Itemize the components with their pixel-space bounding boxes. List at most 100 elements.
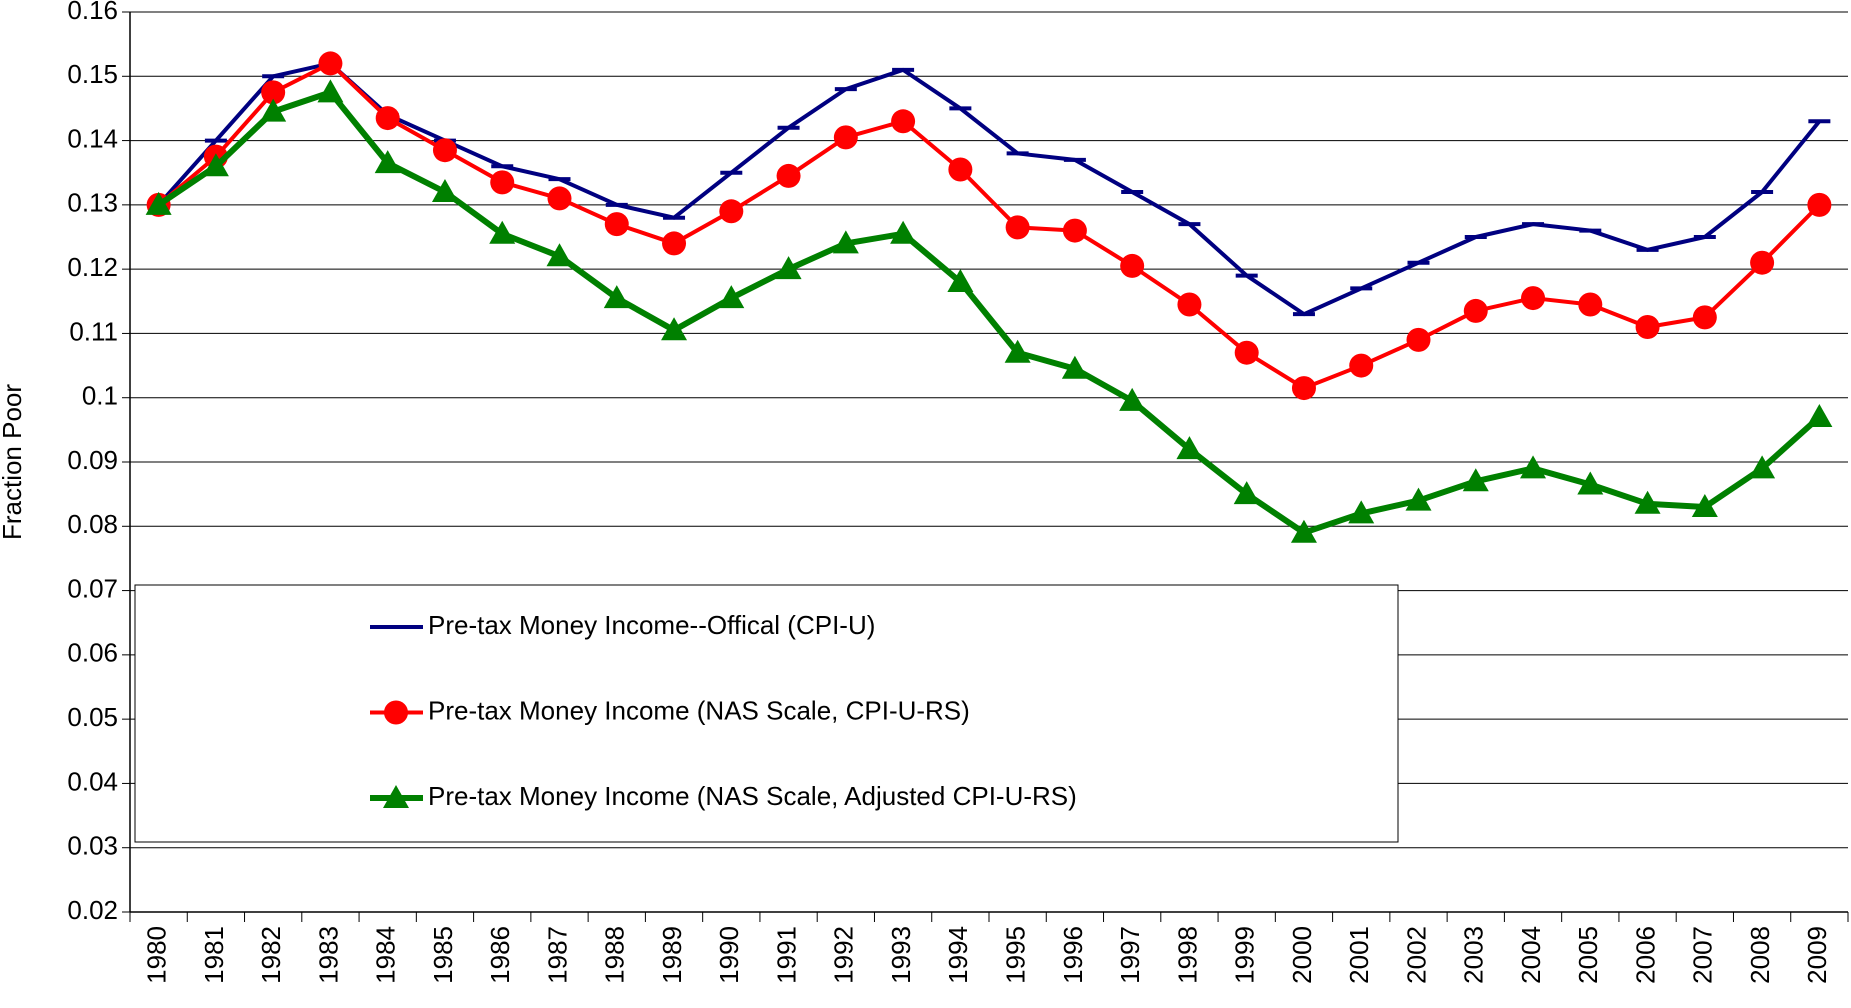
data-point [1691, 494, 1718, 517]
data-point [1061, 355, 1088, 379]
y-tick-label: 0.04 [67, 766, 118, 796]
series-line [157, 61, 1821, 317]
x-tick-label: 1996 [1058, 926, 1088, 984]
data-point [547, 186, 572, 211]
y-tick-label: 0.03 [67, 831, 118, 861]
y-tick-label: 0.05 [67, 702, 118, 732]
x-tick-label: 1998 [1172, 926, 1202, 984]
data-point [776, 163, 801, 188]
x-tick-label: 1990 [714, 926, 744, 984]
y-tick-label: 0.13 [67, 188, 118, 218]
legend-label: Pre-tax Money Income--Offical (CPI-U) [428, 610, 875, 640]
x-tick-label: 1987 [542, 926, 572, 984]
x-tick-label: 1982 [256, 926, 286, 984]
x-tick-label: 1986 [485, 926, 515, 984]
data-point [1750, 250, 1775, 275]
x-tick-label: 1983 [313, 926, 343, 984]
data-point [603, 285, 630, 309]
y-tick-label: 0.11 [69, 316, 118, 346]
data-point [546, 243, 573, 267]
x-tick-label: 1997 [1115, 926, 1145, 984]
y-tick-label: 0.07 [67, 573, 118, 603]
x-tick-label: 2000 [1287, 926, 1317, 984]
data-point [1635, 315, 1660, 339]
data-point [1120, 253, 1145, 278]
data-point [1807, 192, 1832, 217]
x-tick-label: 1994 [943, 926, 973, 984]
legend-marker [384, 700, 408, 725]
x-tick-label: 2006 [1630, 926, 1660, 984]
data-point [1233, 481, 1260, 505]
data-point [948, 157, 973, 182]
legend-box [134, 584, 1399, 843]
data-point [1634, 490, 1661, 514]
data-point [1234, 340, 1259, 365]
data-point [719, 199, 744, 224]
y-axis-label: Fraction Poor [0, 384, 27, 540]
x-tick-label: 1988 [600, 926, 630, 984]
x-tick-label: 1992 [829, 926, 859, 984]
legend-marker [383, 785, 409, 808]
x-tick-label: 1989 [657, 926, 687, 984]
x-tick-label: 1995 [1001, 926, 1031, 984]
y-tick-label: 0.14 [67, 123, 118, 153]
data-point [1290, 519, 1317, 543]
y-tick-label: 0.02 [67, 895, 118, 925]
y-tick-label: 0.08 [67, 509, 118, 539]
x-tick-label: 1985 [428, 926, 458, 984]
data-point [890, 220, 917, 244]
x-tick-label: 2004 [1516, 926, 1546, 984]
data-point [1692, 305, 1717, 330]
x-tick-label: 1991 [771, 926, 801, 984]
data-point [1176, 436, 1203, 460]
data-point [833, 125, 858, 150]
data-point [490, 170, 515, 195]
data-point [604, 212, 629, 237]
y-tick-label: 0.12 [67, 252, 118, 282]
data-point [489, 220, 516, 244]
x-tick-label: 1999 [1230, 926, 1260, 984]
legend-label: Pre-tax Money Income (NAS Scale, CPI-U-R… [428, 695, 970, 725]
data-point [318, 51, 343, 76]
data-point [431, 179, 458, 202]
data-point [145, 191, 172, 215]
y-tick-label: 0.1 [82, 381, 118, 411]
y-tick-label: 0.09 [67, 445, 118, 475]
y-tick-label: 0.15 [67, 59, 118, 89]
data-point [1005, 215, 1030, 240]
x-tick-label: 1981 [199, 926, 229, 984]
data-point [1062, 218, 1087, 243]
data-point [775, 256, 802, 280]
x-tick-label: 1980 [142, 926, 172, 984]
data-point [1119, 387, 1146, 411]
data-point [202, 153, 229, 177]
data-point [661, 317, 688, 341]
data-point [375, 106, 400, 131]
y-tick-label: 0.16 [67, 0, 118, 25]
data-point [374, 150, 401, 174]
series-line [156, 89, 1822, 536]
data-point [1291, 376, 1316, 401]
data-point [1004, 339, 1031, 363]
data-point [1521, 286, 1546, 311]
data-point [891, 109, 916, 134]
data-point [1349, 353, 1374, 378]
data-point [1406, 327, 1431, 352]
legend-label: Pre-tax Money Income (NAS Scale, Adjuste… [428, 781, 1077, 811]
x-tick-label: 1993 [886, 926, 916, 984]
data-point [1177, 292, 1202, 317]
data-point [1520, 455, 1547, 479]
data-point [662, 231, 687, 256]
data-point [432, 138, 457, 163]
data-point [1578, 292, 1603, 317]
x-tick-label: 2005 [1573, 926, 1603, 984]
data-point [317, 79, 344, 103]
x-tick-label: 2001 [1344, 926, 1374, 984]
data-point [260, 98, 287, 122]
x-tick-label: 2007 [1688, 926, 1718, 984]
x-tick-label: 2008 [1745, 926, 1775, 984]
y-tick-label: 0.06 [67, 638, 118, 668]
data-point [1806, 404, 1833, 427]
data-point [1405, 487, 1432, 511]
